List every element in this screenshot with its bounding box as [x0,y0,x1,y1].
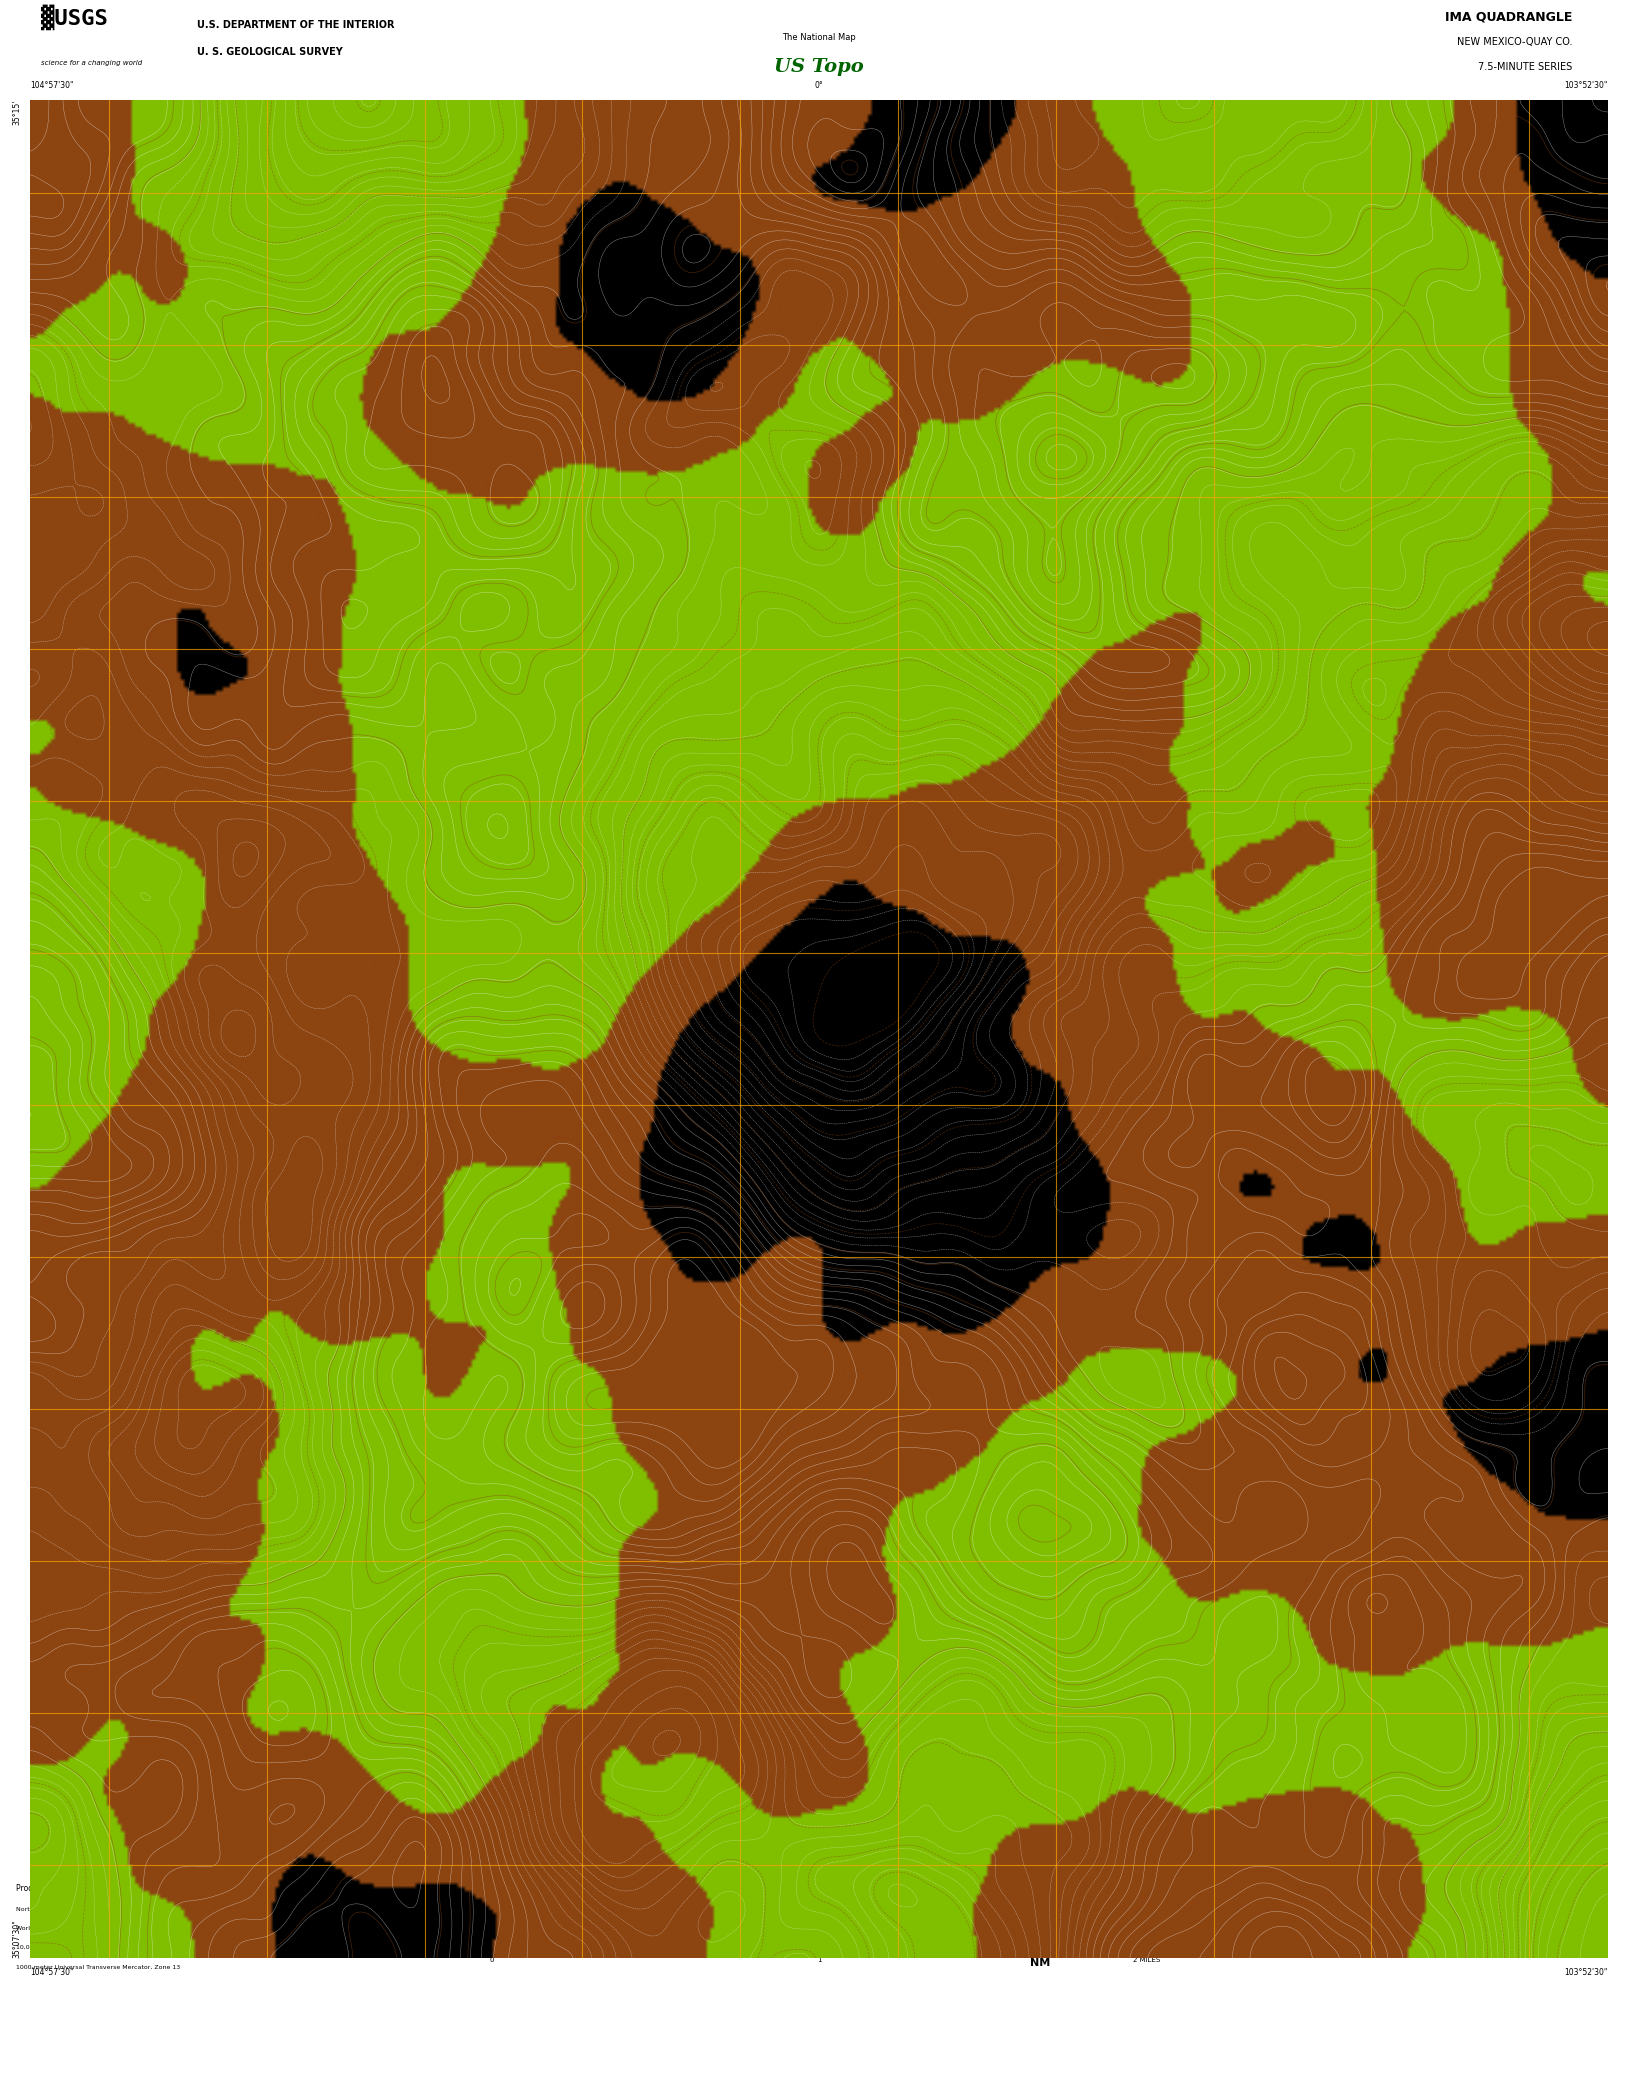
FancyBboxPatch shape [655,1936,737,1956]
Text: SCALE 1:24 000: SCALE 1:24 000 [770,1890,868,1900]
Text: 104°57'30": 104°57'30" [29,1969,74,1977]
Text: IMA QUADRANGLE: IMA QUADRANGLE [1445,10,1572,23]
Text: ▓USGS: ▓USGS [41,4,108,29]
Text: 1: 1 [817,1959,821,1963]
Text: science for a changing world: science for a changing world [41,61,143,67]
FancyBboxPatch shape [1065,1936,1147,1956]
Text: 35°07'30": 35°07'30" [13,1919,21,1959]
Text: 103°52'30": 103°52'30" [1564,81,1609,90]
Text: US Topo: US Topo [775,58,863,75]
Text: NEW MEXICO-QUAY CO.: NEW MEXICO-QUAY CO. [1456,38,1572,48]
Text: 2 MILES: 2 MILES [1133,1959,1160,1963]
Text: 104°57'30": 104°57'30" [29,81,74,90]
FancyBboxPatch shape [819,1936,901,1956]
Text: 7.5-MINUTE SERIES: 7.5-MINUTE SERIES [1477,63,1572,71]
FancyBboxPatch shape [983,1936,1065,1956]
FancyBboxPatch shape [737,1936,819,1956]
Text: 0°: 0° [814,81,824,90]
Text: 1000-meter Universal Transverse Mercator, Zone 13: 1000-meter Universal Transverse Mercator… [16,1965,180,1969]
Text: Produced by the United States Geological Survey: Produced by the United States Geological… [16,1883,205,1894]
Text: U.S. DEPARTMENT OF THE INTERIOR: U.S. DEPARTMENT OF THE INTERIOR [197,21,395,29]
Text: The National Map: The National Map [781,33,857,42]
Text: 103°52'30": 103°52'30" [1564,1969,1609,1977]
Text: World Geodetic System of 1984 (WGS84). Projection and: World Geodetic System of 1984 (WGS84). P… [16,1925,195,1931]
Text: 10,000-foot grid: New Mexico Coordinate System, East Zone: 10,000-foot grid: New Mexico Coordinate … [16,1946,206,1950]
Text: 35°15': 35°15' [13,100,21,125]
FancyBboxPatch shape [573,1936,655,1956]
Text: U. S. GEOLOGICAL SURVEY: U. S. GEOLOGICAL SURVEY [197,48,342,56]
Text: North American Datum of 1983 (NAD83): North American Datum of 1983 (NAD83) [16,1906,144,1911]
FancyBboxPatch shape [901,1936,983,1956]
FancyBboxPatch shape [491,1936,573,1956]
Text: NM: NM [1030,1959,1050,1969]
Text: ROAD CLASSIFICATION: ROAD CLASSIFICATION [1278,1883,1382,1894]
Text: 0: 0 [490,1959,493,1963]
